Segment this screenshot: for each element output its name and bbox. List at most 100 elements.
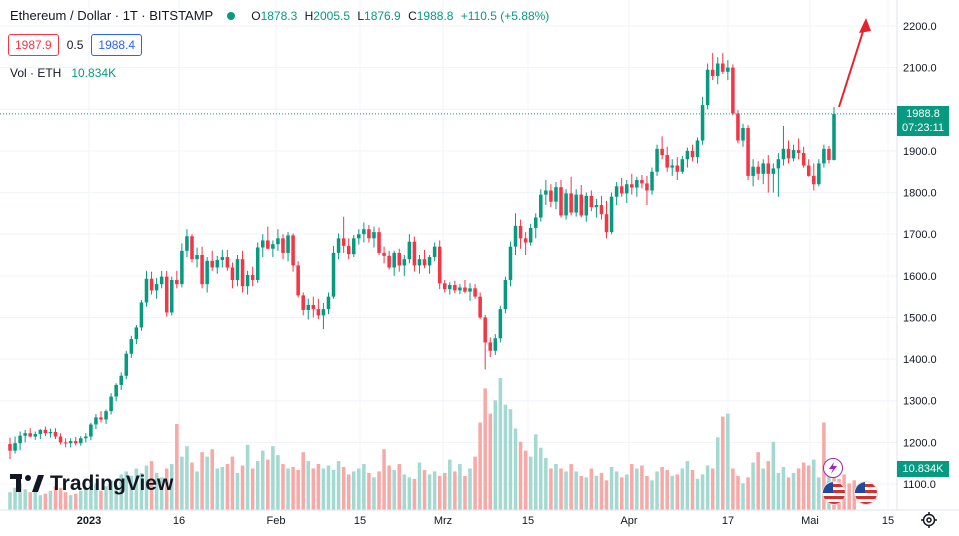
us-flag-event-icon-2[interactable] (854, 481, 878, 505)
volume-bar (200, 452, 204, 510)
candle (316, 298, 321, 320)
candle-body (650, 171, 654, 191)
candle-body (549, 190, 553, 202)
candle (705, 63, 710, 110)
candle (104, 409, 108, 425)
candle (549, 184, 553, 208)
volume-bar (670, 475, 675, 510)
candle (336, 233, 341, 260)
candle (448, 282, 452, 295)
candle-body (291, 235, 295, 266)
candle-body (296, 265, 300, 296)
ohlc-values: O1878.3 H2005.5 L1876.9 C1988.8 +110.5 (… (251, 8, 550, 23)
candle (417, 255, 422, 274)
candle-body (442, 283, 447, 290)
candle (159, 270, 164, 289)
volume-bar (741, 483, 745, 510)
volume-bar (453, 471, 457, 510)
candle (453, 280, 457, 294)
volume-bar (645, 475, 649, 510)
candle (215, 255, 220, 274)
candle (28, 428, 32, 438)
candle (690, 144, 695, 162)
candle-body (331, 252, 336, 297)
volume-bar (367, 472, 371, 510)
y-tick-label: 1500.0 (903, 312, 937, 324)
volume-bar (806, 465, 811, 510)
volume-bar (13, 487, 17, 510)
volume-bar (579, 475, 584, 510)
buy-button[interactable]: 1988.4 (91, 34, 143, 56)
candle-body (18, 435, 22, 444)
candle-body (508, 246, 513, 280)
candle-body (726, 67, 730, 72)
candle-body (528, 227, 533, 243)
symbol-title[interactable]: Ethereum / Dollar · 1T · BITSTAMP (10, 8, 214, 23)
volume-bar (589, 468, 594, 510)
candle (594, 198, 599, 218)
candle (311, 296, 316, 318)
candle (124, 350, 129, 380)
tradingview-logo[interactable]: TradingView (10, 472, 173, 496)
volume-bar (584, 477, 589, 510)
lightning-icon[interactable] (823, 458, 843, 478)
x-axis: 2023 16 Feb 15 Mrz 15 Apr 17 Mai 15 (77, 515, 894, 527)
x-tick-label: 17 (722, 515, 734, 527)
candle (493, 334, 498, 355)
candle-body (412, 241, 417, 266)
volume-bar (812, 459, 816, 510)
volume-bar (594, 475, 599, 510)
volume-bar (705, 465, 710, 510)
volume-bar (336, 461, 341, 510)
volume-bar (766, 461, 771, 510)
volume-bar (731, 468, 735, 510)
candle (796, 138, 801, 160)
candle-body (225, 257, 230, 268)
candle-body (321, 309, 326, 316)
volume-bar (427, 474, 432, 510)
volume-bar (159, 477, 164, 510)
candle-body (43, 429, 48, 434)
volume-bar (190, 462, 194, 510)
y-tick-label: 1600.0 (903, 271, 937, 283)
candle (296, 261, 300, 298)
candle-body (645, 183, 649, 191)
volume-bar (458, 464, 462, 510)
volume-bar (79, 490, 83, 510)
sell-button[interactable]: 1987.9 (8, 34, 59, 56)
candle-body (488, 342, 493, 351)
candle (169, 276, 174, 316)
candle-body (68, 441, 73, 444)
volume-bar (518, 441, 523, 510)
volume-label[interactable]: Vol · ETH (10, 66, 62, 80)
candle-body (680, 159, 685, 172)
us-flag-event-icon[interactable] (822, 481, 846, 505)
x-tick-label: Mrz (434, 515, 452, 527)
candle-body (468, 288, 472, 292)
candle (271, 240, 275, 258)
settings-gear-icon[interactable] (920, 511, 938, 529)
logo-text: TradingView (50, 472, 174, 495)
candle-body (28, 433, 32, 437)
candle-body (84, 436, 88, 439)
candle-body (185, 236, 189, 251)
candle (645, 175, 649, 206)
candle (286, 232, 290, 262)
candle (680, 155, 685, 174)
volume-bar (549, 468, 553, 510)
last-price-tag: 1988.8 07:23:11 (897, 106, 949, 136)
candle (235, 255, 240, 287)
candle (33, 431, 38, 440)
candle-body (124, 353, 129, 376)
candle-body (503, 279, 508, 310)
candle (362, 222, 366, 243)
volume-bar (68, 495, 73, 510)
volume-bar (175, 423, 179, 510)
candle (746, 125, 750, 181)
volume-bar (695, 478, 700, 510)
volume-bar (397, 464, 402, 510)
candle (372, 226, 376, 248)
volume-bar (412, 478, 417, 510)
